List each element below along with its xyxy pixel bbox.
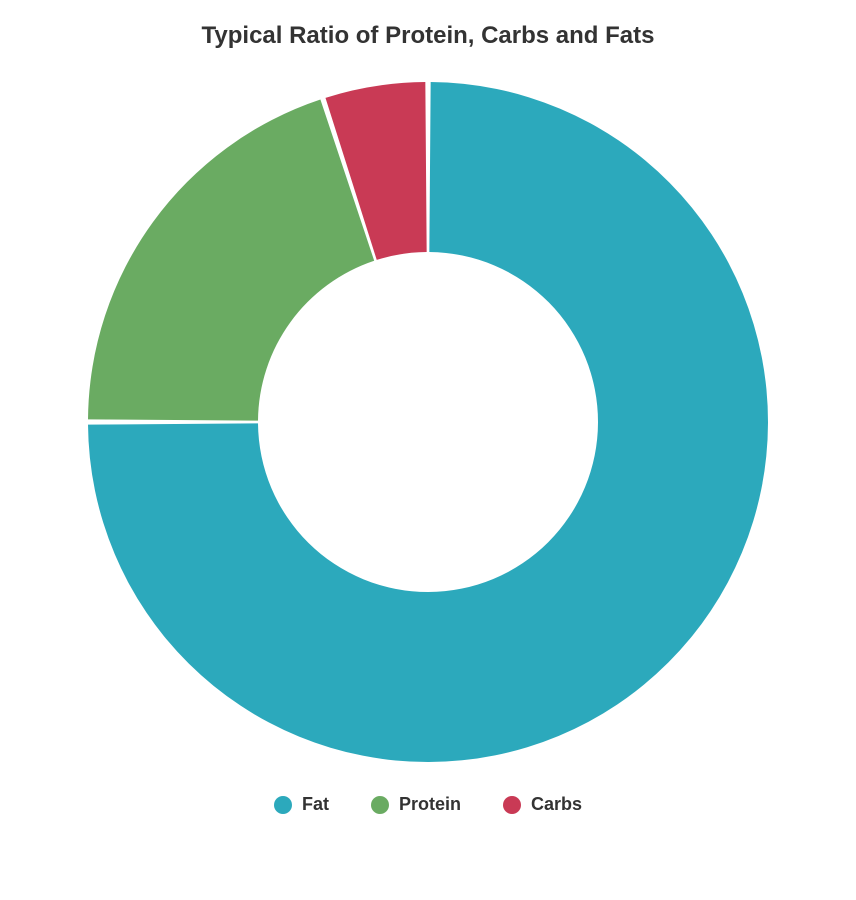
legend-label: Protein bbox=[399, 794, 461, 815]
legend-label: Fat bbox=[302, 794, 329, 815]
legend-swatch-icon bbox=[503, 796, 521, 814]
chart-container: Typical Ratio of Protein, Carbs and Fats… bbox=[0, 0, 856, 900]
legend: Fat Protein Carbs bbox=[0, 794, 856, 815]
legend-item-fat[interactable]: Fat bbox=[274, 794, 329, 815]
legend-label: Carbs bbox=[531, 794, 582, 815]
legend-item-protein[interactable]: Protein bbox=[371, 794, 461, 815]
chart-title: Typical Ratio of Protein, Carbs and Fats bbox=[0, 22, 856, 50]
donut-chart-wrap bbox=[0, 78, 856, 766]
legend-swatch-icon bbox=[371, 796, 389, 814]
donut-chart bbox=[84, 78, 772, 766]
legend-item-carbs[interactable]: Carbs bbox=[503, 794, 582, 815]
slice-protein[interactable] bbox=[88, 99, 374, 420]
legend-swatch-icon bbox=[274, 796, 292, 814]
